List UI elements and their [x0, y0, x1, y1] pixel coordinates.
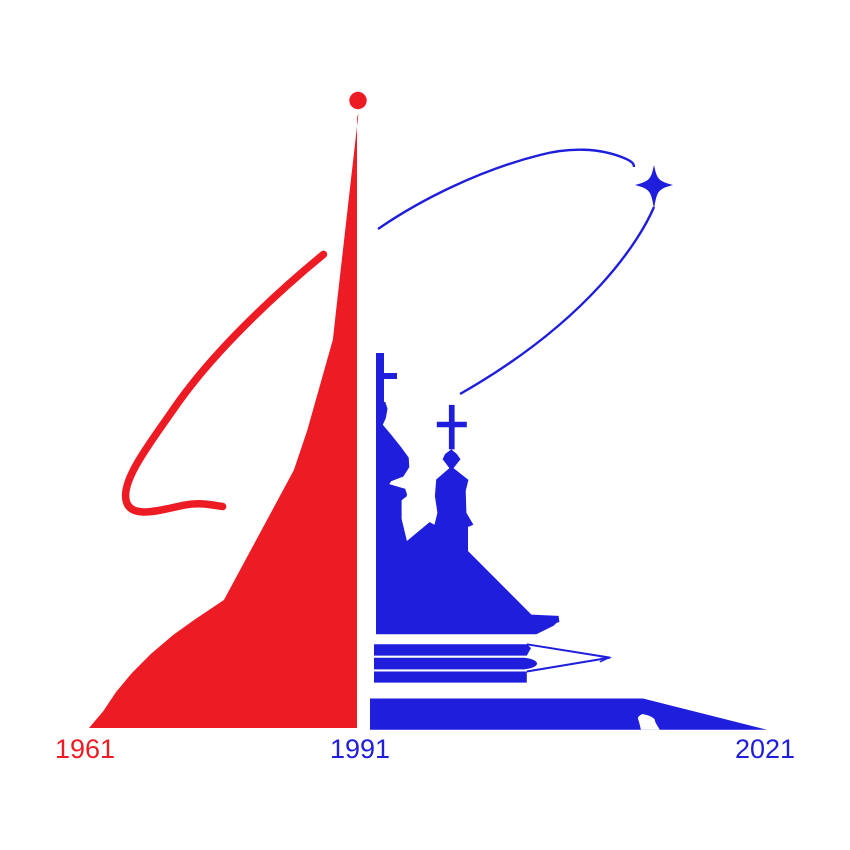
svg-text:2021: 2021 — [735, 734, 795, 764]
svg-text:1991: 1991 — [330, 734, 390, 764]
svg-text:1961: 1961 — [55, 734, 115, 764]
